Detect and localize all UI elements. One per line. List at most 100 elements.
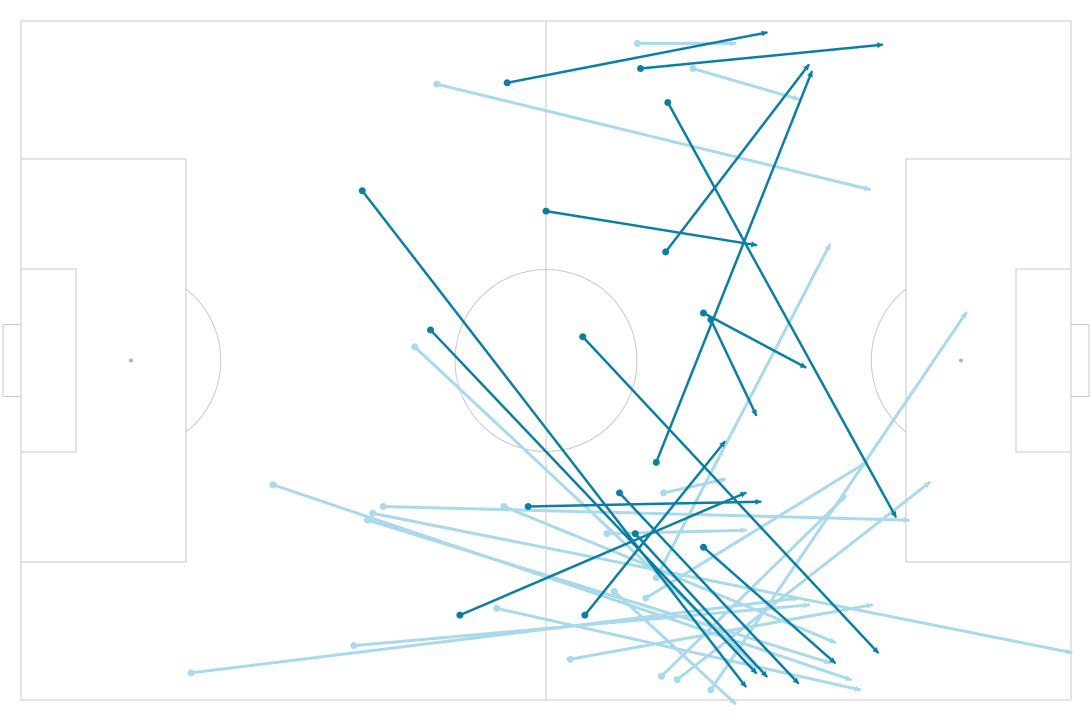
faded-pass [603,527,747,538]
faded-pass-origin-dot [652,574,660,582]
right-penalty-spot [959,358,963,363]
highlighted-pass-origin-dot [652,458,660,466]
faded-pass-line [654,243,831,580]
faded-pass-origin-dot [364,516,371,524]
highlighted-pass-line [639,42,884,70]
highlighted-pass [579,333,880,654]
highlighted-pass-origin-dot [700,543,707,551]
faded-pass [433,80,871,192]
highlighted-passes [358,30,897,688]
faded-pass-origin-dot [379,502,387,510]
highlighted-pass-origin-dot [579,333,587,341]
highlighted-pass-line [458,491,747,617]
faded-pass-origin-dot [350,642,358,650]
highlighted-pass-line [581,335,880,654]
highlighted-pass-line [702,545,836,664]
highlighted-pass-line [429,328,758,675]
faded-pass [707,311,968,694]
highlighted-pass-origin-dot [631,530,639,538]
faded-pass-origin-dot [603,530,611,538]
faded-pass-origin-dot [269,481,277,489]
left-penalty-spot [129,358,133,363]
right-penalty-area [905,158,1072,563]
faded-pass-line [709,311,968,692]
faded-pass-origin-dot [707,686,715,694]
highlighted-pass [542,207,758,248]
highlighted-pass [664,98,897,518]
highlighted-pass-origin-dot [503,79,511,87]
highlighted-pass [662,63,810,256]
highlighted-pass-line [655,70,813,464]
highlighted-pass [631,530,768,678]
faded-pass [660,477,726,497]
faded-pass [652,243,831,582]
highlighted-pass [358,187,747,688]
faded-pass-line [662,477,726,495]
faded-pass-line [691,67,800,101]
faded-pass-origin-dot [411,343,419,351]
faded-pass-origin-dot [642,594,650,602]
left-six-yard-box [20,268,77,453]
highlighted-pass-origin-dot [662,248,670,256]
faded-pass-origin-dot [369,509,377,517]
faded-pass-line [675,481,931,682]
highlighted-pass-line [664,63,810,254]
faded-pass [673,481,931,684]
faded-pass [642,460,868,602]
highlighted-pass [700,543,836,664]
faded-pass-line [612,589,737,705]
faded-pass-origin-dot [673,676,681,684]
highlighted-pass-line [583,440,726,617]
highlighted-pass-line [702,311,807,369]
faded-pass-origin-dot [566,655,574,663]
highlighted-pass [637,42,884,73]
faded-pass-origin-dot [493,604,501,612]
right-six-yard-box [1015,268,1072,453]
faded-pass [369,509,1073,655]
highlighted-pass [707,316,758,417]
highlighted-pass-origin-dot [700,309,707,317]
faded-pass-line [371,511,1073,655]
faded-pass [500,502,837,644]
faded-pass [633,39,737,47]
faded-pass-origin-dot [187,669,195,677]
faded-pass-origin-dot [610,587,618,595]
faded-pass-line [502,504,837,644]
highlighted-pass-origin-dot [456,611,464,619]
faded-pass-line [605,527,747,536]
faded-pass-origin-dot [660,489,668,497]
highlighted-pass-line [618,491,800,685]
left-goal [2,324,22,397]
right-penalty-arc [870,288,907,433]
highlighted-pass [427,326,758,675]
faded-pass-origin-dot [633,39,641,47]
faded-pass-origin-dot [433,80,441,88]
faded-pass [610,587,737,705]
faded-pass-origin-dot [658,672,665,680]
faded-pass [364,516,831,665]
highlighted-pass-line [361,189,747,688]
faded-pass [566,602,873,663]
highlighted-pass [616,489,800,685]
faded-pass-line [435,82,871,192]
faded-pass-line [381,504,910,523]
highlighted-pass-line [544,209,758,248]
highlighted-pass-line [709,318,758,417]
faded-pass-origin-dot [500,502,508,510]
highlighted-pass [581,440,726,619]
highlighted-pass-origin-dot [524,502,532,510]
faded-pass-line [568,602,873,661]
left-penalty-area [20,158,187,563]
highlighted-pass [456,491,747,619]
faded-pass-origin-dot [689,65,697,73]
highlighted-pass-origin-dot [581,611,589,619]
faded-pass-line [366,518,831,665]
faded-pass [379,502,910,523]
faded-pass-line [271,483,852,682]
highlighted-pass [700,309,807,369]
highlighted-pass-line [505,30,768,85]
right-goal [1070,324,1090,397]
highlighted-pass-origin-dot [542,207,550,215]
